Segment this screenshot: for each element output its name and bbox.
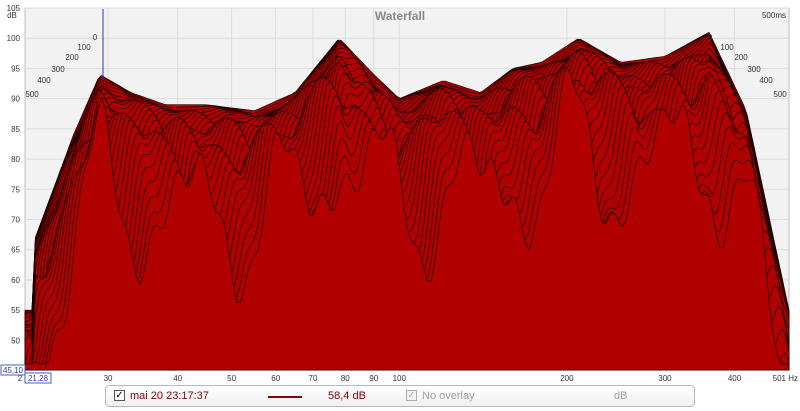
overlay-label[interactable]: No overlay xyxy=(422,390,475,402)
y-tick-label: 85 xyxy=(11,125,20,134)
time-tick-left: 0 xyxy=(93,33,98,42)
y-tick-label: 70 xyxy=(11,216,20,225)
y-tick-label: 75 xyxy=(11,185,20,194)
y-tick-label: 105 xyxy=(7,4,21,13)
measurement-color-line xyxy=(268,396,302,398)
time-tick-right: 400 xyxy=(759,76,773,85)
time-tick-left: 500 xyxy=(25,90,39,99)
y-tick-label: 100 xyxy=(7,34,21,43)
surface-floor xyxy=(25,346,789,370)
time-tick-right: 100 xyxy=(720,43,734,52)
time-tick-left: 400 xyxy=(37,76,51,85)
measurement-checkbox[interactable]: ✓ xyxy=(114,390,125,401)
measurement-value: 58,4 dB xyxy=(328,390,366,402)
y-range-low-value: 45,10 xyxy=(3,366,24,375)
x-tick-label: 40 xyxy=(173,374,182,383)
x-tick-label: 90 xyxy=(369,374,378,383)
waterfall-slice xyxy=(24,66,790,371)
chart-title: Waterfall xyxy=(375,9,425,23)
x-range-prefix: 2 xyxy=(18,374,23,383)
x-tick-label: 50 xyxy=(227,374,236,383)
time-axis-label: 500ms xyxy=(762,11,786,20)
time-tick-right: 200 xyxy=(734,53,748,62)
time-tick-left: 100 xyxy=(77,43,91,52)
time-tick-right: 500 xyxy=(773,90,787,99)
x-range-start-box[interactable] xyxy=(24,372,52,384)
y-tick-label: 65 xyxy=(11,246,20,255)
time-tick-right: 0 xyxy=(708,33,713,42)
y-tick-label: 50 xyxy=(11,336,20,345)
x-tick-label: 200 xyxy=(560,374,574,383)
overlay-unit: dB xyxy=(614,390,628,402)
overlay-checkbox[interactable]: ✓ xyxy=(406,390,417,401)
x-tick-label: 70 xyxy=(309,374,318,383)
y-tick-label: 55 xyxy=(11,306,20,315)
time-tick-left: 300 xyxy=(51,65,65,74)
time-tick-left: 200 xyxy=(65,53,79,62)
x-tick-label: 30 xyxy=(104,374,113,383)
x-range-start-value: 21,28 xyxy=(28,374,49,383)
time-tick-right: 300 xyxy=(747,65,761,74)
legend-bar: ✓ mai 20 23:17:37 58,4 dB ✓ No overlay d… xyxy=(105,385,695,407)
y-tick-label: 90 xyxy=(11,95,20,104)
y-tick-label: 80 xyxy=(11,155,20,164)
x-tick-label: 300 xyxy=(658,374,672,383)
y-tick-label: 95 xyxy=(11,64,20,73)
waterfall-plot[interactable]: 105 100 95 90 85 80 75 70 65 60 55 50 30 40 50 60 70 80 90… xyxy=(0,0,800,384)
y-range-low-box[interactable] xyxy=(0,364,26,376)
x-tick-label: 100 xyxy=(393,374,407,383)
x-tick-label: 60 xyxy=(271,374,280,383)
x-tick-label: 80 xyxy=(341,374,350,383)
y-tick-label: 60 xyxy=(11,276,20,285)
measurement-label[interactable]: mai 20 23:17:37 xyxy=(130,390,209,402)
y-unit-label: dB xyxy=(7,11,17,20)
x-unit-label: 501 Hz xyxy=(773,374,798,383)
x-tick-label: 400 xyxy=(728,374,742,383)
